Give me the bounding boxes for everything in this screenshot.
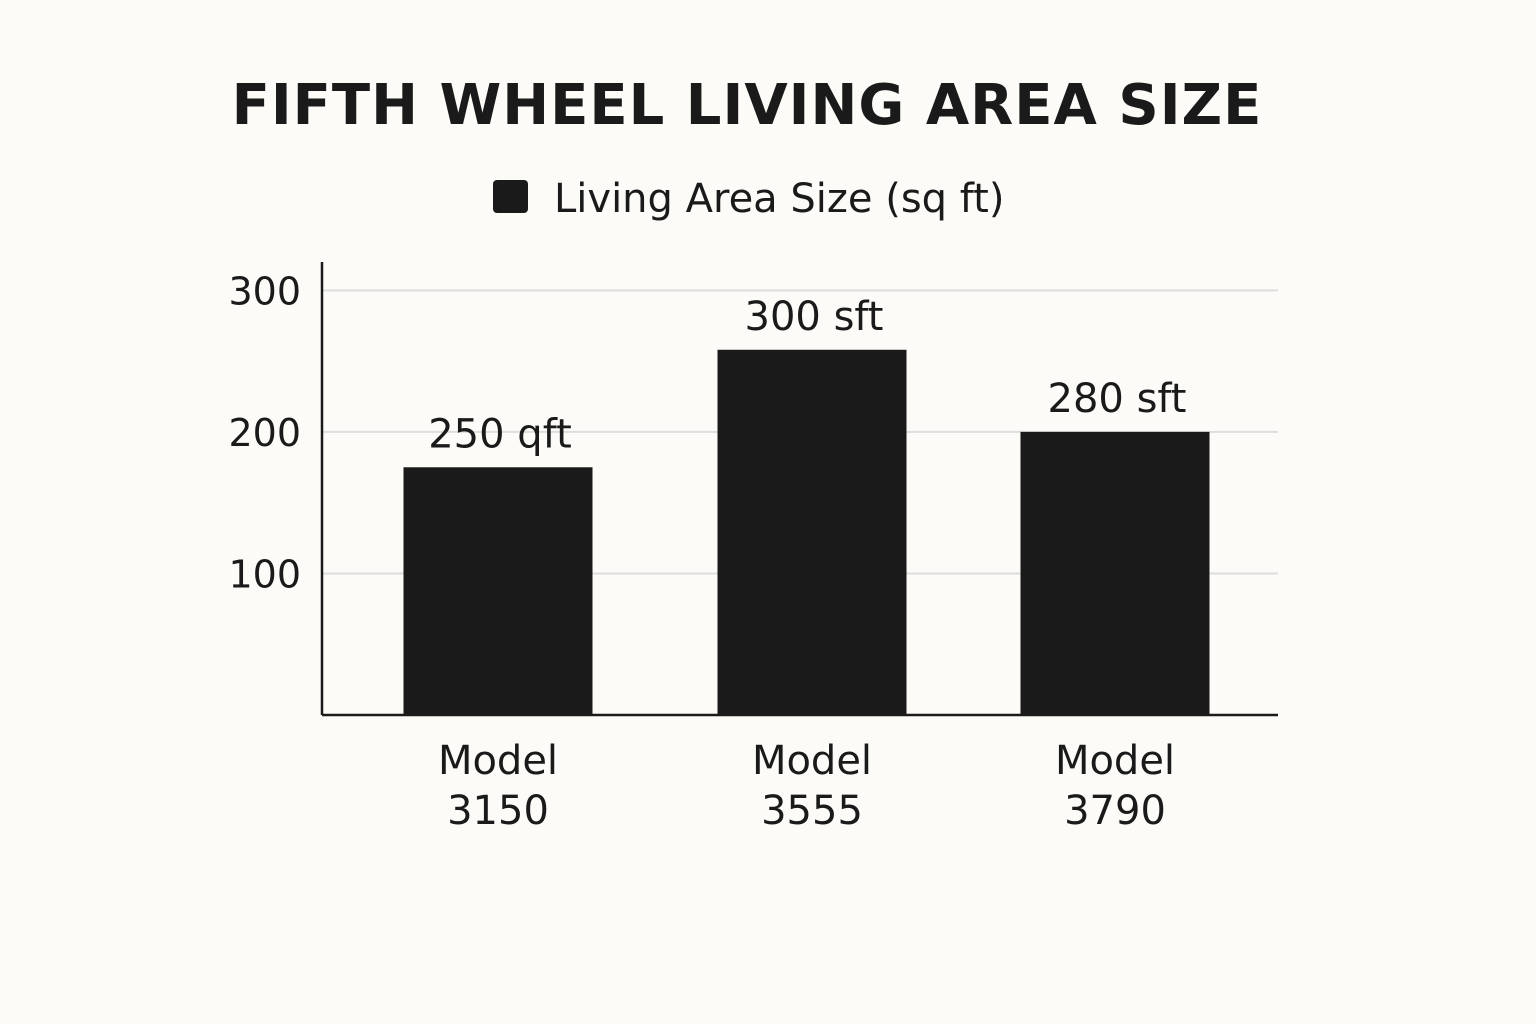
bar xyxy=(403,467,593,715)
data-label: 280 sft xyxy=(1048,376,1187,422)
bar xyxy=(717,349,907,715)
category-label: Model xyxy=(1055,738,1175,784)
y-tick-label: 300 xyxy=(228,269,301,313)
y-tick-label: 100 xyxy=(228,552,301,596)
legend-swatch xyxy=(493,180,528,213)
y-axis-ticks: 100 200 300 xyxy=(228,269,301,596)
data-label: 250 qft xyxy=(428,411,572,457)
category-label: Model xyxy=(752,738,872,784)
data-labels: 250 qft 300 sft 280 sft xyxy=(428,294,1186,457)
bars xyxy=(403,349,1210,715)
bar xyxy=(1020,431,1210,715)
category-label: 3555 xyxy=(761,788,863,834)
category-label: 3150 xyxy=(447,788,549,834)
legend: Living Area Size (sq ft) xyxy=(493,176,1004,222)
y-tick-label: 200 xyxy=(228,411,301,455)
category-label: 3790 xyxy=(1064,788,1166,834)
chart-title: FIFTH WHEEL LIVING AREA SIZE xyxy=(231,73,1263,138)
category-label: Model xyxy=(438,738,558,784)
data-label: 300 sft xyxy=(745,294,884,340)
legend-label: Living Area Size (sq ft) xyxy=(554,176,1004,222)
axes xyxy=(320,262,1278,717)
